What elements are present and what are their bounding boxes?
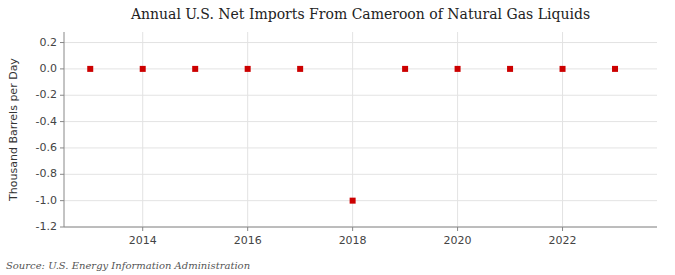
y-tick — [60, 147, 64, 148]
point — [507, 66, 513, 72]
grid-line — [64, 227, 657, 228]
point — [245, 66, 251, 72]
y-tick-label: -0.8 — [36, 167, 57, 180]
title: Annual U.S. Net Imports From Cameroon of… — [130, 6, 590, 22]
y-tick — [60, 42, 64, 43]
x-tick-label: 2018 — [339, 234, 367, 247]
point — [455, 66, 461, 72]
x-tick-label: 2022 — [549, 234, 577, 247]
point — [87, 66, 93, 72]
y-tick-label: -0.4 — [36, 115, 57, 128]
grid-line — [64, 200, 657, 201]
y-tick-label: -1.0 — [36, 194, 57, 207]
y-tick-label: -0.6 — [36, 141, 57, 154]
grid-line — [64, 147, 657, 148]
grid-line — [64, 174, 657, 175]
x-tick — [352, 227, 353, 231]
point — [350, 198, 356, 204]
point — [560, 66, 566, 72]
x-tick-label: 2020 — [444, 234, 472, 247]
y-tick-label: 0.0 — [40, 62, 58, 75]
grid-line — [64, 95, 657, 96]
x-tick — [247, 227, 248, 231]
point — [297, 66, 303, 72]
y-tick — [60, 200, 64, 201]
grid-line — [64, 121, 657, 122]
axes: 0.2 0.0 -0.2 -0.4 -0.6 -0.8 -1.0 -1.2 2014 2016 20… — [36, 32, 657, 247]
grid-line — [64, 68, 657, 69]
grid-line — [64, 42, 657, 43]
background — [0, 0, 675, 275]
y-tick — [60, 68, 64, 69]
grid-line — [562, 32, 563, 227]
y-tick-label: -1.2 — [36, 220, 57, 233]
y-tick — [60, 121, 64, 122]
x-tick-label: 2014 — [129, 234, 157, 247]
x-tick-label: 2016 — [234, 234, 262, 247]
point — [140, 66, 146, 72]
y-tick-label: 0.2 — [40, 36, 58, 49]
point — [402, 66, 408, 72]
y-tick-label: -0.2 — [36, 88, 57, 101]
grid-line — [457, 32, 458, 227]
x-tick — [142, 227, 143, 231]
point — [612, 66, 618, 72]
grid — [64, 32, 657, 227]
grid-line — [247, 32, 248, 227]
x-tick — [457, 227, 458, 231]
chart: 0.2 0.0 -0.2 -0.4 -0.6 -0.8 -1.0 -1.2 2014 2016 20… — [0, 0, 675, 275]
y-tick — [60, 95, 64, 96]
y-axis-line — [64, 32, 65, 227]
y-axis-label: Thousand Barrels per Day — [7, 58, 20, 202]
grid-line — [142, 32, 143, 227]
y-tick — [60, 227, 64, 228]
y-tick — [60, 174, 64, 175]
x-tick — [562, 227, 563, 231]
source: Source: U.S. Energy Information Administ… — [6, 260, 250, 271]
points — [87, 66, 618, 204]
point — [192, 66, 198, 72]
x-axis-line — [64, 227, 657, 228]
